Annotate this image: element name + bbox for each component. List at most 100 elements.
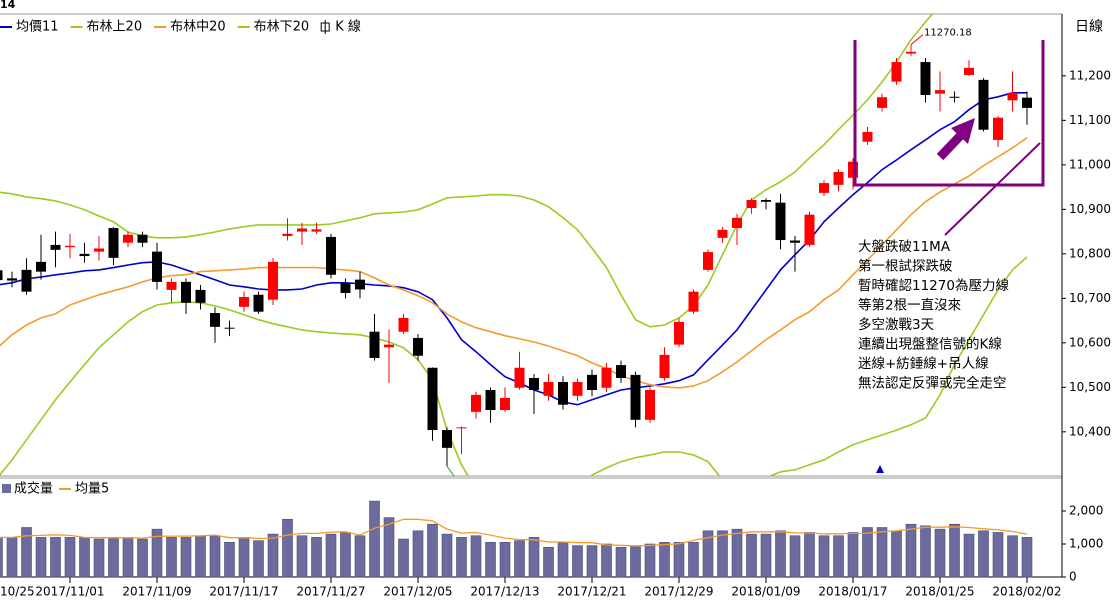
legend-label: 均量5: [75, 482, 109, 497]
candle-body: [630, 374, 641, 420]
volume-bar: [122, 537, 134, 578]
volume-bar: [775, 530, 786, 578]
candle-body: [471, 394, 481, 412]
indicator-line: [0, 137, 1028, 389]
volume-bar: [992, 532, 1004, 578]
x-tick-label: 2018/02/02: [992, 585, 1061, 599]
overlay: [853, 40, 1045, 473]
arrow-head: [951, 118, 975, 144]
volume-bar: [731, 528, 743, 578]
volume-bar: [514, 540, 525, 578]
y-tick-label: 0: [1069, 570, 1077, 584]
candle-body: [790, 240, 800, 243]
y-tick-label: 11,200: [1069, 68, 1111, 82]
candle-body: [1022, 97, 1032, 108]
volume-bar: [441, 533, 453, 578]
candle-body: [311, 229, 322, 232]
marker: [876, 465, 884, 473]
candle-body: [935, 90, 945, 94]
candle-body: [703, 252, 713, 270]
candle-body: [949, 96, 960, 98]
volume-bar: [0, 537, 3, 578]
annotation-text: 多空激戰3天: [858, 316, 935, 333]
candle-body: [732, 217, 742, 229]
annotation-text: 無法認定反彈或完全走空: [858, 375, 1007, 392]
volume-bar: [847, 532, 859, 578]
period-label: 日線: [1075, 19, 1103, 35]
candle-body: [746, 200, 757, 209]
volume-bar: [717, 530, 728, 578]
x-tick-label: 2017/12/29: [644, 585, 713, 599]
volume-bar: [282, 518, 293, 578]
annotation-text: 大盤跌破11MA: [858, 239, 951, 255]
candle-body: [340, 282, 351, 294]
candle-body: [224, 327, 235, 329]
volume-average-line: [0, 518, 1028, 547]
volume-bar: [934, 528, 946, 578]
volume-bar: [253, 540, 264, 578]
y-tick-label: 1,000: [1069, 537, 1103, 551]
volume-bar: [630, 545, 641, 578]
candle-body: [775, 202, 786, 241]
volume-bar: [818, 535, 830, 578]
volume-bar: [325, 533, 337, 578]
volume-bar: [267, 533, 279, 578]
volume-bar: [456, 537, 467, 578]
high-value-label: 11270.18: [924, 28, 972, 39]
candle-body: [920, 62, 931, 95]
candle-body: [485, 390, 496, 411]
candle-body: [877, 97, 887, 108]
volume-bar: [340, 532, 351, 578]
candle-body: [442, 430, 452, 448]
candle-body: [514, 367, 525, 388]
volume-bar: [485, 542, 496, 578]
y-tick-label: 10,500: [1069, 380, 1111, 394]
candle-body: [993, 117, 1003, 140]
volume-bar: [586, 545, 598, 578]
candle-body: [326, 236, 336, 275]
candle-body: [282, 233, 293, 237]
candle-body: [1007, 92, 1018, 101]
volume-bar: [238, 537, 250, 578]
candle-body: [7, 278, 17, 281]
leader-line: [446, 465, 455, 476]
candle-body: [166, 281, 177, 290]
candle-body: [21, 269, 32, 292]
candle-body: [181, 281, 191, 303]
candle-body: [108, 228, 119, 258]
volume-bar: [296, 535, 308, 578]
volume-bar: [35, 537, 47, 578]
annotation-text: 連續出現盤整信號的K線: [858, 337, 1002, 353]
y-tick-label: 10,600: [1069, 335, 1111, 349]
candle-body: [601, 367, 612, 388]
legend-swatch: [2, 484, 11, 493]
volume-bar: [108, 537, 119, 578]
x-tick-label: 2017/11/17: [209, 585, 278, 599]
volume-bar: [427, 523, 438, 578]
candle-body: [413, 337, 423, 356]
x-tick-label: 2017/11/27: [296, 585, 365, 599]
x-tick-label: 10/25: [0, 585, 35, 599]
volume-bar: [949, 523, 960, 578]
candle-body: [355, 279, 365, 290]
pointer-line: [944, 142, 1041, 236]
volume-bar: [789, 535, 801, 578]
legend-label: 布林下20: [254, 20, 310, 35]
candle-body: [123, 234, 133, 243]
volume-bar: [528, 537, 540, 578]
volume-bar: [688, 542, 699, 578]
candle-body: [384, 344, 394, 348]
x-tick-label: 2017/12/21: [557, 585, 626, 599]
indicator-line: [0, 92, 1027, 406]
volume-bar: [557, 542, 569, 578]
candle-body: [587, 374, 597, 391]
candle-body: [558, 381, 568, 405]
candle-body: [804, 214, 815, 245]
volume-bar: [79, 537, 90, 578]
candle-body: [761, 200, 771, 202]
volume-bar: [876, 527, 888, 578]
volume-bar: [920, 525, 931, 578]
y-tick-label: 10,700: [1069, 291, 1111, 305]
candle-body: [862, 131, 873, 142]
volume-bar: [891, 530, 902, 578]
